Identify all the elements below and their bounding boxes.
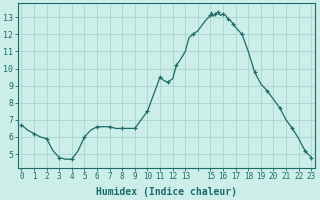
X-axis label: Humidex (Indice chaleur): Humidex (Indice chaleur) [96, 186, 237, 197]
